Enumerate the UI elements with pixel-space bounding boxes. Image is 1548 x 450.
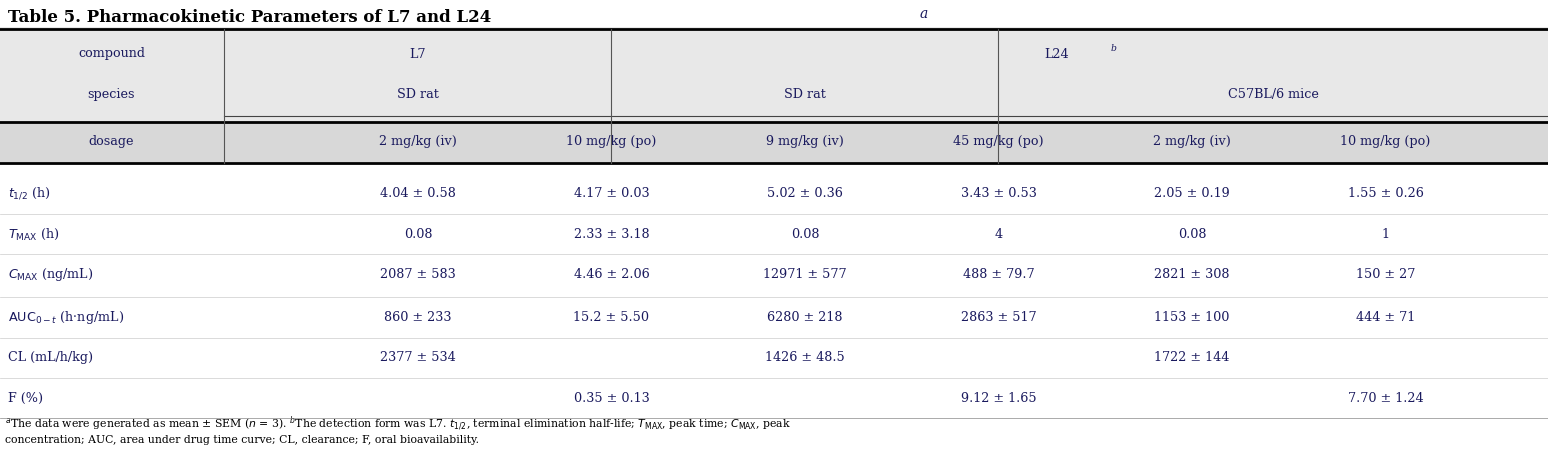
Text: 45 mg/kg (po): 45 mg/kg (po) bbox=[954, 135, 1043, 148]
Text: 6280 ± 218: 6280 ± 218 bbox=[768, 311, 842, 324]
Bar bbox=[0, 27, 1548, 162]
Text: 0.08: 0.08 bbox=[1178, 228, 1206, 240]
Text: SD rat: SD rat bbox=[783, 88, 827, 101]
Text: $^a$The data were generated as mean $\pm$ SEM ($n$ = 3). $^b$The detection form : $^a$The data were generated as mean $\pm… bbox=[5, 414, 791, 433]
Text: 0.35 ± 0.13: 0.35 ± 0.13 bbox=[574, 392, 649, 405]
Text: 12971 ± 577: 12971 ± 577 bbox=[763, 268, 847, 281]
Bar bbox=[0, 122, 1548, 162]
Text: 4: 4 bbox=[994, 228, 1003, 240]
Text: $C_{\mathrm{MAX}}$ (ng/mL): $C_{\mathrm{MAX}}$ (ng/mL) bbox=[8, 266, 93, 283]
Text: 9 mg/kg (iv): 9 mg/kg (iv) bbox=[766, 135, 844, 148]
Text: F (%): F (%) bbox=[8, 392, 43, 405]
Text: 10 mg/kg (po): 10 mg/kg (po) bbox=[1341, 135, 1430, 148]
Text: CL (mL/h/kg): CL (mL/h/kg) bbox=[8, 351, 93, 364]
Text: 3.43 ± 0.53: 3.43 ± 0.53 bbox=[960, 187, 1037, 200]
Text: 2377 ± 534: 2377 ± 534 bbox=[381, 351, 455, 364]
Text: compound: compound bbox=[77, 48, 146, 60]
Text: $t_{1/2}$ (h): $t_{1/2}$ (h) bbox=[8, 186, 51, 201]
Text: L7: L7 bbox=[410, 48, 426, 60]
Text: concentration; AUC, area under drug time curve; CL, clearance; F, oral bioavaila: concentration; AUC, area under drug time… bbox=[5, 435, 478, 445]
Text: 2087 ± 583: 2087 ± 583 bbox=[381, 268, 455, 281]
Text: 444 ± 71: 444 ± 71 bbox=[1356, 311, 1415, 324]
Text: 0.08: 0.08 bbox=[791, 228, 819, 240]
Text: C57BL/6 mice: C57BL/6 mice bbox=[1228, 88, 1319, 101]
Text: 1153 ± 100: 1153 ± 100 bbox=[1155, 311, 1229, 324]
Text: 4.17 ± 0.03: 4.17 ± 0.03 bbox=[574, 187, 649, 200]
Text: 4.04 ± 0.58: 4.04 ± 0.58 bbox=[379, 187, 457, 200]
Text: 4.46 ± 2.06: 4.46 ± 2.06 bbox=[574, 268, 649, 281]
Text: $\mathrm{AUC}_{0-t}$ (h·ng/mL): $\mathrm{AUC}_{0-t}$ (h·ng/mL) bbox=[8, 309, 124, 326]
Text: 1.55 ± 0.26: 1.55 ± 0.26 bbox=[1347, 187, 1424, 200]
Text: $T_{\mathrm{MAX}}$ (h): $T_{\mathrm{MAX}}$ (h) bbox=[8, 226, 59, 242]
Text: 2 mg/kg (iv): 2 mg/kg (iv) bbox=[1153, 135, 1231, 148]
Text: 5.02 ± 0.36: 5.02 ± 0.36 bbox=[766, 187, 844, 200]
Text: 0.08: 0.08 bbox=[404, 228, 432, 240]
Text: 9.12 ± 1.65: 9.12 ± 1.65 bbox=[961, 392, 1036, 405]
Text: 860 ± 233: 860 ± 233 bbox=[384, 311, 452, 324]
Text: 2.05 ± 0.19: 2.05 ± 0.19 bbox=[1155, 187, 1229, 200]
Text: 2863 ± 517: 2863 ± 517 bbox=[961, 311, 1036, 324]
Text: 1: 1 bbox=[1381, 228, 1390, 240]
Text: SD rat: SD rat bbox=[396, 88, 440, 101]
Text: 488 ± 79.7: 488 ± 79.7 bbox=[963, 268, 1034, 281]
Text: 2821 ± 308: 2821 ± 308 bbox=[1155, 268, 1229, 281]
Text: a: a bbox=[920, 7, 927, 22]
Text: 7.70 ± 1.24: 7.70 ± 1.24 bbox=[1348, 392, 1423, 405]
Text: Table 5. Pharmacokinetic Parameters of L7 and L24: Table 5. Pharmacokinetic Parameters of L… bbox=[8, 9, 491, 27]
Text: dosage: dosage bbox=[88, 135, 135, 148]
Text: 15.2 ± 5.50: 15.2 ± 5.50 bbox=[573, 311, 650, 324]
Text: b: b bbox=[1111, 44, 1116, 53]
Text: 2 mg/kg (iv): 2 mg/kg (iv) bbox=[379, 135, 457, 148]
Text: 2.33 ± 3.18: 2.33 ± 3.18 bbox=[574, 228, 649, 240]
Text: 1426 ± 48.5: 1426 ± 48.5 bbox=[765, 351, 845, 364]
Text: 1722 ± 144: 1722 ± 144 bbox=[1155, 351, 1229, 364]
Text: 10 mg/kg (po): 10 mg/kg (po) bbox=[567, 135, 656, 148]
Text: species: species bbox=[88, 88, 135, 101]
Text: 150 ± 27: 150 ± 27 bbox=[1356, 268, 1415, 281]
Text: L24: L24 bbox=[1045, 48, 1068, 60]
